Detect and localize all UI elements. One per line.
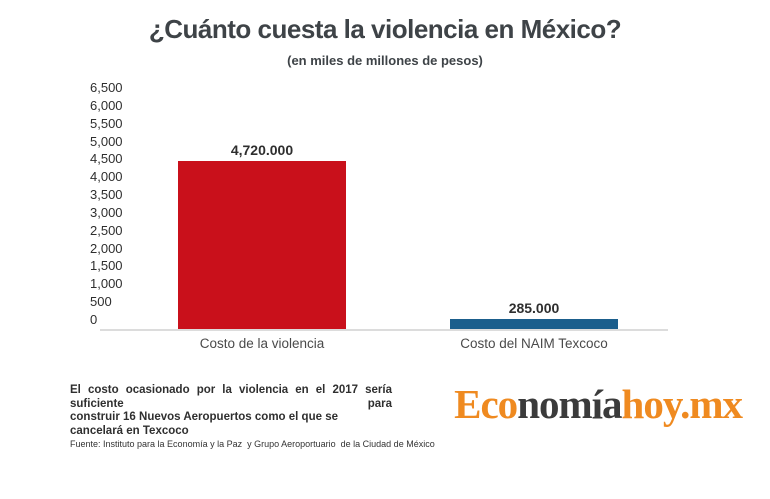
y-axis-tick-label: 5,500 (90, 115, 123, 131)
logo-part-nomia: nomía (517, 381, 622, 427)
bar (178, 160, 346, 329)
y-axis-tick-label: 2,500 (90, 222, 123, 238)
y-axis-tick-label: 6,500 (90, 80, 123, 95)
y-axis-tick-label: 0 (90, 312, 98, 327)
chart-title: ¿Cuánto cuesta la violencia en México? (148, 14, 622, 44)
x-axis-category-label: Costo del NAIM Texcoco (460, 336, 608, 351)
y-axis-tick-label: 1,000 (90, 276, 123, 292)
y-axis-tick-label: 3,500 (90, 187, 123, 203)
y-axis-tick-label: 2,000 (90, 240, 123, 256)
logo-part-eco: Eco (454, 381, 518, 427)
x-axis-category-label: Costo de la violencia (199, 336, 325, 351)
annotation-note-line2: construir 16 Nuevos Aeropuertos como el … (70, 411, 338, 437)
y-axis-tick-label: 4,500 (90, 151, 123, 167)
annotation-note: El costo ocasionado por la violencia en … (70, 384, 392, 438)
x-axis-line (100, 329, 668, 331)
annotation-note-line1: El costo ocasionado por la violencia en … (70, 384, 392, 410)
bar-value-label: 285.000 (508, 299, 560, 316)
source-text: Fuente: Instituto para la Economía y la … (70, 439, 435, 449)
chart-subtitle: (en miles de millones de pesos) (287, 53, 483, 68)
y-axis-tick-label: 500 (90, 294, 112, 310)
y-axis-tick-label: 1,500 (90, 258, 123, 274)
logo: Economíahoy.mx (454, 380, 743, 428)
bar-value-label: 4,720.000 (230, 141, 294, 158)
bar (450, 318, 618, 329)
y-axis-tick-label: 4,000 (90, 169, 123, 185)
y-axis-tick-label: 6,000 (90, 97, 123, 113)
logo-part-hoymx: hoy.mx (621, 381, 743, 427)
y-axis-tick-label: 5,000 (90, 133, 123, 149)
y-axis-tick-label: 3,000 (90, 204, 123, 220)
